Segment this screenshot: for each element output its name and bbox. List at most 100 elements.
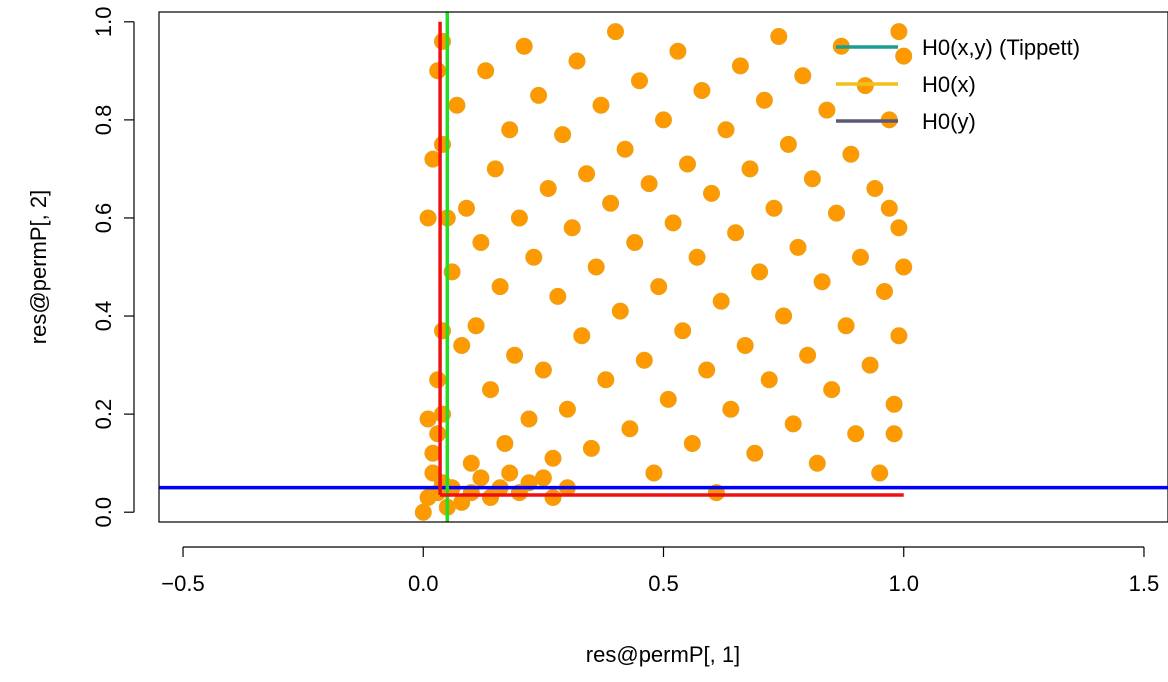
y-tick-label: 0.2 (91, 399, 116, 430)
data-point (578, 165, 596, 183)
data-point (770, 28, 788, 45)
data-point (794, 67, 812, 85)
data-point (582, 439, 600, 457)
y-axis-label: res@permP[, 2] (26, 190, 51, 344)
data-point (520, 410, 538, 428)
data-point (467, 317, 485, 335)
data-point (472, 234, 490, 251)
data-point (885, 395, 903, 413)
data-point (741, 160, 759, 178)
data-point (544, 489, 562, 506)
data-point (703, 184, 720, 202)
data-point (486, 160, 504, 178)
data-point (688, 248, 706, 266)
data-point (645, 464, 663, 482)
data-point (885, 425, 903, 443)
data-point (597, 371, 615, 389)
data-point (751, 263, 769, 281)
data-point (876, 283, 893, 300)
data-point (674, 322, 692, 340)
data-point (534, 469, 552, 487)
data-point (693, 82, 711, 99)
data-point (655, 111, 672, 129)
data-point (803, 170, 821, 188)
data-point (890, 327, 908, 345)
data-point (808, 454, 826, 472)
data-point (635, 351, 653, 369)
data-point (616, 140, 634, 158)
data-point (712, 292, 730, 310)
data-point (650, 278, 668, 296)
data-point (563, 219, 581, 237)
data-point (746, 444, 764, 462)
data-point (501, 464, 519, 482)
data-point (779, 135, 797, 153)
legend-label: H0(x,y) (Tippett) (922, 35, 1080, 60)
legend-label: H0(x) (922, 72, 976, 97)
data-point (664, 214, 682, 232)
data-point (722, 400, 740, 418)
data-point (482, 381, 499, 399)
data-point (717, 121, 735, 139)
data-point (828, 204, 845, 222)
data-point (626, 234, 644, 251)
data-point (755, 91, 773, 109)
data-point (799, 346, 817, 364)
data-point (698, 361, 716, 379)
data-point (890, 23, 908, 41)
data-point (491, 278, 509, 296)
data-point (669, 42, 687, 60)
data-point (679, 155, 696, 173)
data-point (895, 47, 913, 65)
data-point (731, 57, 749, 75)
y-tick-label: 1.0 (91, 7, 116, 38)
reference-lines-layer (159, 12, 1168, 522)
data-point (525, 248, 543, 266)
y-axis: 0.0 0.2 0.4 0.6 0.8 1.0 (91, 7, 135, 527)
data-point (842, 145, 860, 163)
data-point (760, 371, 778, 389)
data-point (611, 302, 629, 320)
points-layer (414, 23, 913, 521)
data-point (784, 415, 802, 433)
x-tick-label: 1.5 (1129, 571, 1160, 596)
data-point (472, 469, 490, 487)
y-tick-label: 0.4 (91, 301, 116, 332)
data-point (775, 307, 793, 325)
x-tick-label: −0.5 (161, 571, 204, 596)
data-point (880, 199, 898, 217)
data-point (818, 101, 836, 119)
y-tick-label: 0.6 (91, 203, 116, 234)
x-tick-label: 0.0 (408, 571, 439, 596)
data-point (515, 37, 533, 55)
y-tick-label: 0.8 (91, 105, 116, 136)
data-point (871, 464, 889, 482)
data-point (453, 337, 471, 354)
data-point (419, 410, 437, 428)
data-point (501, 121, 519, 139)
data-point (573, 327, 591, 345)
data-point (530, 86, 548, 104)
data-point (640, 175, 658, 193)
data-point (587, 258, 605, 276)
data-point (607, 23, 624, 41)
data-point (477, 62, 495, 80)
data-point (765, 199, 783, 217)
plot-frame (158, 11, 1168, 523)
data-point (813, 273, 831, 291)
data-point (683, 435, 701, 452)
data-point (462, 454, 480, 472)
data-point (506, 346, 524, 364)
data-point (544, 449, 562, 467)
x-axis-label: res@permP[, 1] (586, 642, 740, 667)
data-point (631, 72, 648, 90)
data-point (852, 248, 869, 266)
legend: H0(x,y) (Tippett) H0(x) H0(y) (836, 35, 1080, 134)
x-tick-label: 1.0 (888, 571, 919, 596)
data-point (861, 356, 879, 374)
data-point (496, 435, 514, 452)
data-point (448, 96, 466, 114)
data-point (534, 361, 552, 379)
